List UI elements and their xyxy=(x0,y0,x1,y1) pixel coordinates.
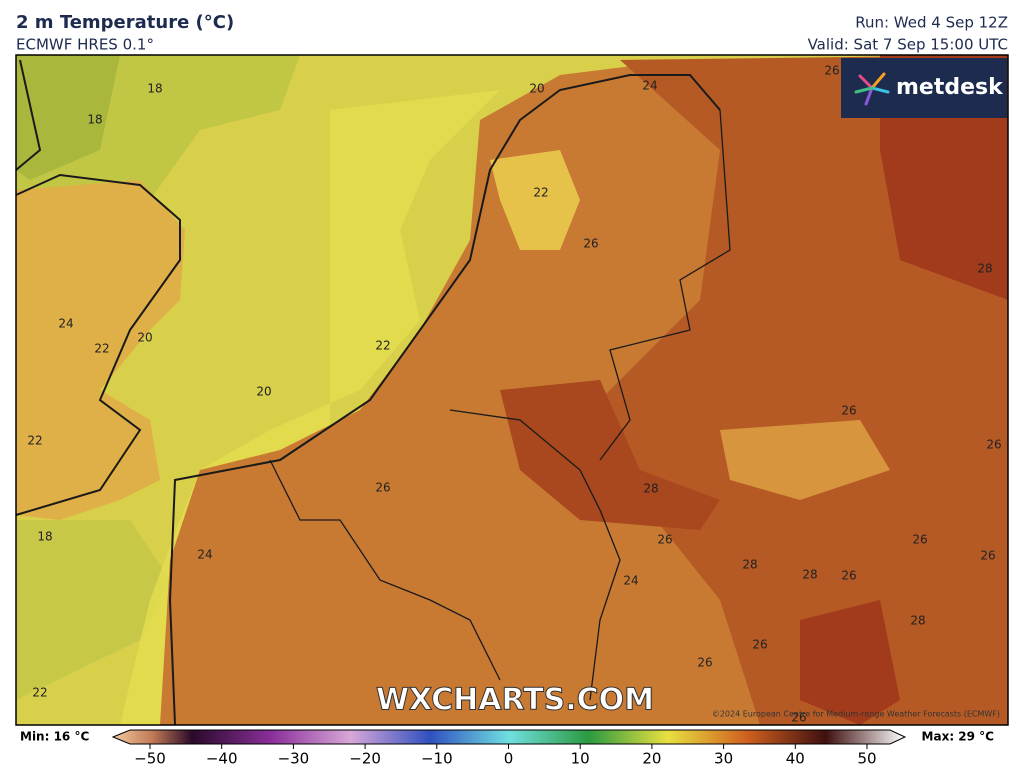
colorbar-tick-label: −50 xyxy=(134,750,166,768)
contour-label: 28 xyxy=(643,482,658,496)
contour-label: 26 xyxy=(980,549,995,563)
contour-label: 18 xyxy=(37,530,52,544)
colorbar-tick-label: 20 xyxy=(642,750,661,768)
contour-label: 20 xyxy=(137,331,152,345)
colorbar-tick-label: 30 xyxy=(714,750,733,768)
colorbar-ticks: −50 −40 −30 −20 −10 0 10 20 30 40 50 xyxy=(134,744,877,768)
land-region xyxy=(800,600,900,725)
contour-label: 28 xyxy=(977,262,992,276)
contour-label: 28 xyxy=(910,614,925,628)
land-region xyxy=(16,520,170,700)
land-region xyxy=(720,420,890,500)
title: 2 m Temperature (°C) xyxy=(16,12,234,33)
land-region xyxy=(500,380,720,530)
logo-text: metdesk xyxy=(896,75,1004,100)
map-frame xyxy=(15,54,1009,726)
contour-label: 26 xyxy=(841,404,856,418)
contour-label: 18 xyxy=(87,113,102,127)
contour-label: 22 xyxy=(375,339,390,353)
contour-label: 26 xyxy=(697,656,712,670)
copyright: ©2024 European Centre for Medium-range W… xyxy=(712,710,1000,719)
contour-label: 24 xyxy=(197,548,212,562)
land-region xyxy=(16,55,120,180)
colorbar-tick-label: 0 xyxy=(504,750,514,768)
contour-label: 28 xyxy=(742,558,757,572)
contour-label: 28 xyxy=(802,568,817,582)
colorbar-tick-label: −40 xyxy=(206,750,238,768)
coastline xyxy=(15,59,721,726)
watermark: WXCHARTS.COM xyxy=(376,683,654,718)
contour-label: 26 xyxy=(375,481,390,495)
contour-label: 26 xyxy=(657,533,672,547)
colorbar-tick-label: 50 xyxy=(857,750,876,768)
contour-label: 22 xyxy=(94,342,109,356)
contour-label: 24 xyxy=(58,317,73,331)
contour-label: 26 xyxy=(583,237,598,251)
colorbar-tick-label: −20 xyxy=(349,750,381,768)
contour-label: 22 xyxy=(32,686,47,700)
land-region xyxy=(490,150,580,250)
contour-label: 26 xyxy=(986,438,1001,452)
border xyxy=(269,109,731,701)
contour-label: 22 xyxy=(533,186,548,200)
contour-label: 20 xyxy=(529,82,544,96)
contour-label: 18 xyxy=(147,82,162,96)
colorbar-tick-label: 10 xyxy=(571,750,590,768)
colorbar-tick-label: 40 xyxy=(786,750,805,768)
subtitle: ECMWF HRES 0.1° xyxy=(16,36,154,54)
colorbar xyxy=(111,729,907,745)
contour-label: 26 xyxy=(791,711,806,725)
colorbar-min: Min: 16 °C xyxy=(20,730,89,744)
run-time: Run: Wed 4 Sep 12Z xyxy=(855,14,1008,32)
contour-label: 22 xyxy=(27,434,42,448)
contour-label: 26 xyxy=(841,569,856,583)
land-region xyxy=(16,180,185,520)
colorbar-tick-label: −10 xyxy=(421,750,453,768)
contour-label: 26 xyxy=(824,64,839,78)
contour-labels: 18 18 24 22 20 20 22 18 24 22 22 26 22 26 20 24 26 28 26 26… xyxy=(27,64,1001,725)
contour-label: 26 xyxy=(752,638,767,652)
contour-label: 24 xyxy=(642,79,657,93)
contour-label: 26 xyxy=(912,533,927,547)
colorbar-max: Max: 29 °C xyxy=(922,730,995,744)
colorbar-tick-label: −30 xyxy=(278,750,310,768)
map-area xyxy=(15,55,1008,726)
contour-label: 20 xyxy=(256,385,271,399)
valid-time: Valid: Sat 7 Sep 15:00 UTC xyxy=(808,36,1008,54)
logo-icon xyxy=(854,72,890,106)
contour-label: 24 xyxy=(623,574,638,588)
